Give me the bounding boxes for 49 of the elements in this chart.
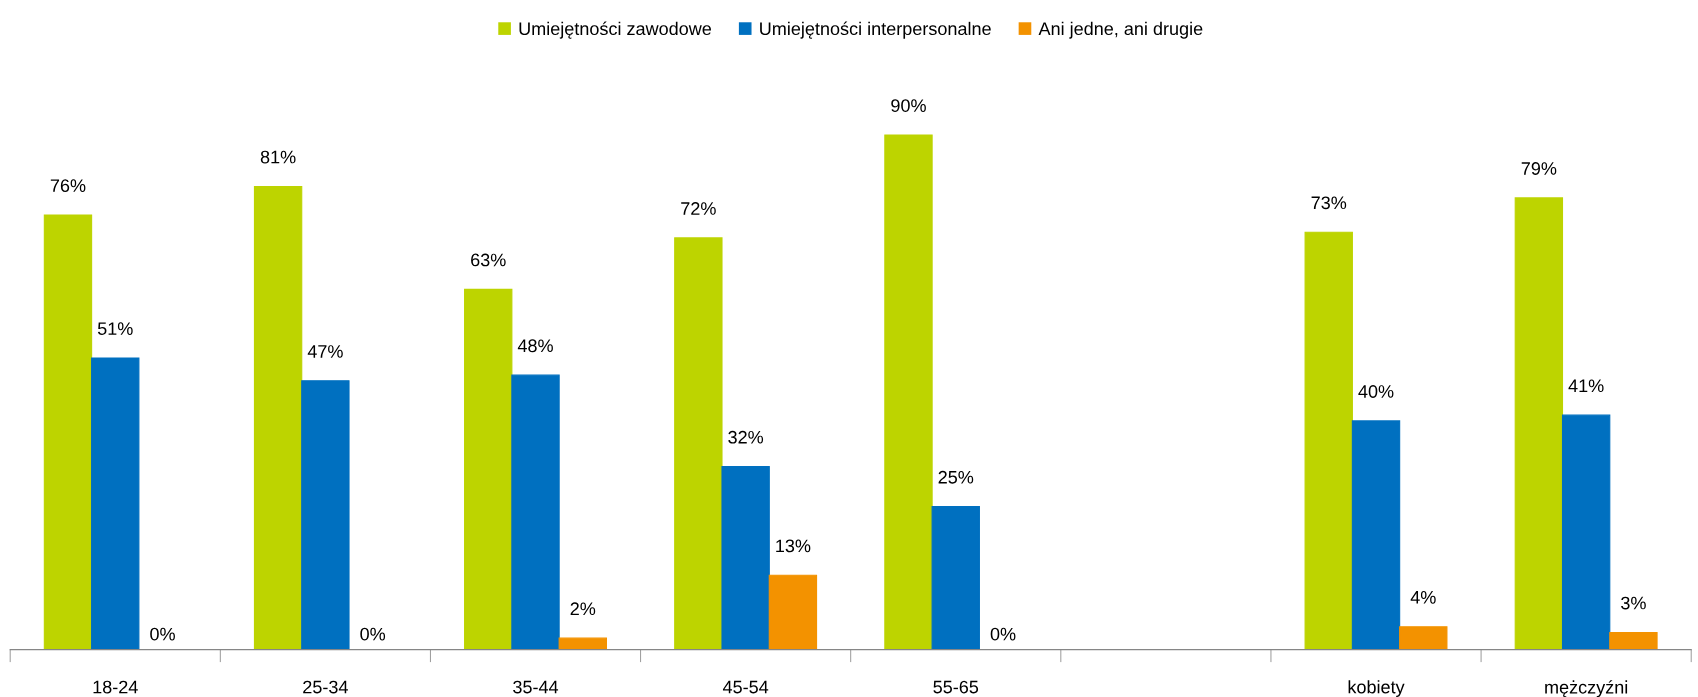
bar (768, 574, 818, 650)
data-label: 32% (728, 430, 764, 444)
data-label: 63% (471, 253, 506, 267)
bar (464, 288, 513, 650)
data-label: 51% (97, 322, 133, 335)
data-label: 0% (150, 627, 175, 641)
data-label: 3% (1621, 596, 1646, 610)
bar (1304, 231, 1353, 650)
bar (301, 380, 350, 650)
data-label: 13% (776, 539, 811, 553)
legend-label: Umiejętności interpersonalne (760, 21, 991, 39)
data-label: 76% (50, 179, 86, 193)
bar (721, 466, 770, 650)
data-label: 81% (260, 150, 296, 164)
bar (1561, 414, 1611, 650)
bar (43, 214, 93, 650)
data-label: 0% (990, 627, 1016, 641)
legend-label: Umiejętności zawodowe (519, 21, 712, 39)
data-label: 2% (570, 602, 596, 616)
data-label: 48% (517, 339, 553, 353)
x-tick-label: 25-34 (303, 680, 348, 694)
bar (674, 237, 723, 650)
bar (1609, 631, 1658, 650)
bar (1399, 626, 1448, 650)
data-label: 25% (938, 470, 974, 484)
bar (931, 506, 980, 650)
bar (253, 185, 303, 650)
bar (511, 374, 560, 650)
x-tick-label: 45-54 (722, 680, 769, 694)
x-tick-label: 18-24 (93, 680, 138, 694)
data-label: 0% (360, 627, 386, 641)
legend-label: Ani jedne, ani drugie (1038, 21, 1203, 39)
data-label: 79% (1521, 162, 1557, 175)
data-label: 73% (1311, 196, 1347, 210)
x-tick-label: kobiety (1348, 680, 1405, 697)
x-tick-label: mężczyźni (1545, 680, 1628, 697)
data-label: 90% (891, 99, 926, 112)
bar (91, 357, 140, 650)
x-tick-label: 55-65 (933, 680, 979, 694)
bar (1351, 420, 1401, 650)
bar (884, 134, 933, 650)
bar (1514, 197, 1564, 650)
data-label: 41% (1568, 379, 1604, 393)
x-tick-label: 35-44 (513, 680, 559, 694)
bar (558, 637, 607, 650)
data-label: 40% (1358, 385, 1394, 398)
data-label: 4% (1410, 591, 1436, 604)
data-label: 72% (681, 202, 716, 215)
data-label: 47% (307, 345, 343, 358)
